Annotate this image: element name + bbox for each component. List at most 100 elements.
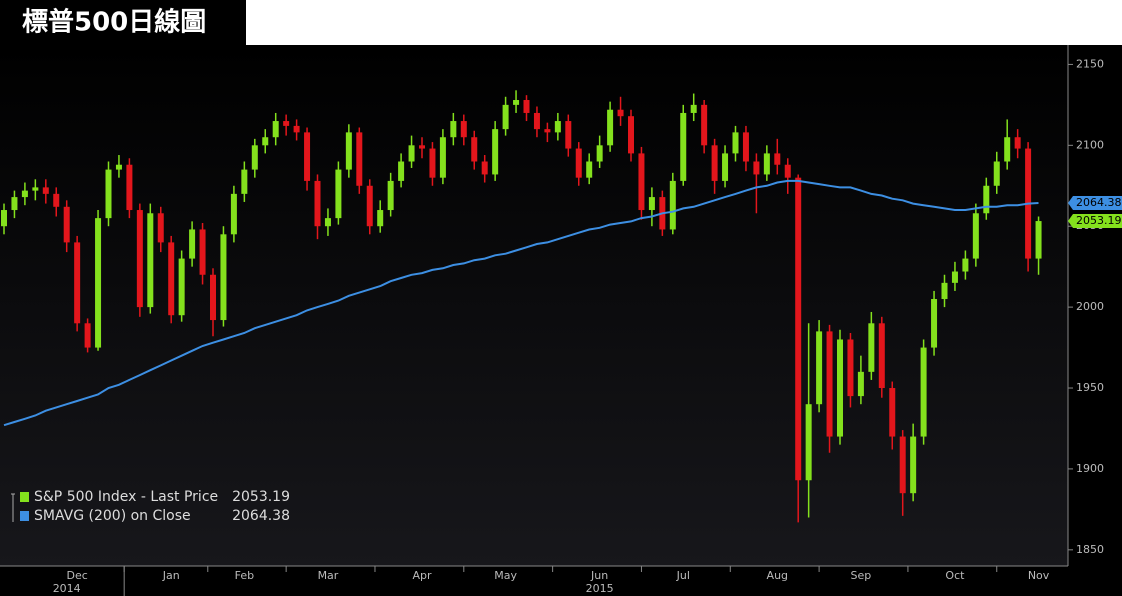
candle-body [157, 213, 164, 243]
candle-body [42, 187, 49, 194]
x-tick-label: Jul [676, 569, 690, 582]
legend-bracket [11, 493, 15, 522]
candle-body [210, 274, 216, 321]
candle-body [742, 132, 749, 162]
candle-body [492, 129, 499, 175]
candle-body [345, 132, 352, 170]
candle-body [408, 145, 415, 162]
candle-body [84, 323, 91, 348]
candle-body [11, 197, 18, 211]
candle-body [1, 210, 7, 227]
candle-body [1004, 137, 1011, 162]
legend-value: 2053.19 [232, 489, 290, 505]
candle-body [774, 153, 781, 165]
candle-body [304, 132, 311, 181]
x-tick-label: Jan [162, 569, 180, 582]
candle-body [178, 258, 185, 316]
candle-body [126, 164, 133, 211]
candle-body [95, 218, 102, 348]
x-tick-label: Apr [412, 569, 432, 582]
legend-swatch [20, 511, 29, 521]
candle-body [868, 323, 875, 372]
candle-body [544, 129, 551, 133]
candle-body [816, 331, 823, 405]
candle-body [481, 161, 488, 175]
candle-body [805, 404, 812, 481]
candle-body [962, 258, 969, 272]
candle-body [272, 121, 279, 138]
sma-line [3, 179, 1039, 427]
candle-body [847, 339, 854, 397]
candle-body [419, 145, 425, 149]
candle-body [314, 180, 321, 227]
candle-body [533, 112, 540, 130]
candle-body [753, 161, 760, 175]
candle-body [857, 371, 864, 397]
x-tick-label: Nov [1028, 569, 1050, 582]
x-tick-label: Dec [67, 569, 88, 582]
candle-body [460, 121, 467, 138]
candle-body [565, 121, 572, 149]
y-tick-label: 1900 [1076, 462, 1104, 475]
y-tick-label: 2150 [1076, 57, 1104, 70]
y-tick-label: 1950 [1076, 381, 1104, 394]
candle-body [638, 153, 645, 211]
chart-title: 標普500日線圖 [22, 7, 206, 38]
candle-body [168, 242, 175, 316]
candle-body [115, 164, 122, 170]
candle-body [826, 331, 833, 437]
candle-body [596, 145, 603, 162]
candle-body [722, 153, 729, 181]
candle-body [993, 161, 1000, 186]
candle-body [230, 193, 237, 235]
candle-body [680, 112, 687, 181]
candle-body [701, 104, 708, 146]
candle-body [147, 213, 154, 308]
candle-body [795, 177, 802, 481]
candle-body [1014, 137, 1021, 149]
candle-body [837, 339, 843, 437]
x-tick-label: Aug [767, 569, 788, 582]
price-tag-box [1068, 214, 1122, 229]
candle-body [878, 323, 885, 389]
candle-body [523, 100, 530, 113]
candle-body [450, 121, 457, 138]
candle-body [32, 187, 39, 191]
candle-body [21, 190, 28, 198]
legend-name: S&P 500 Index - Last Price [34, 489, 218, 505]
candle-body [920, 347, 927, 437]
candle-body [366, 185, 373, 227]
x-tick-label: Oct [945, 569, 965, 582]
candle-body [136, 210, 143, 308]
candle-body [293, 125, 300, 133]
y-tick-label: 1850 [1076, 543, 1104, 556]
candle-body [617, 109, 624, 117]
candle-body [575, 148, 582, 178]
candle-body [398, 161, 405, 181]
candle-body [931, 299, 938, 348]
candle-body [763, 153, 770, 175]
candle-body [377, 210, 384, 227]
candle-body [63, 206, 70, 243]
x-tick-label: Sep [851, 569, 872, 582]
candle-body [262, 137, 269, 146]
candle-body [335, 169, 342, 219]
legend-value: 2064.38 [232, 508, 290, 524]
candle-body [669, 180, 676, 230]
candle-body [324, 218, 331, 227]
candle-body [1035, 221, 1042, 259]
candle-body [554, 121, 561, 133]
candle-body [471, 137, 478, 162]
candle-body [941, 282, 948, 300]
candle-body [690, 104, 697, 113]
candle-body [199, 229, 206, 275]
candle-body [951, 271, 958, 283]
x-year-label: 2015 [586, 582, 614, 595]
candle-body [53, 193, 60, 207]
candle-body [189, 229, 196, 259]
candle-body [241, 169, 248, 194]
candle-body [711, 145, 718, 181]
candle-body [648, 197, 655, 211]
candle-body [732, 132, 739, 154]
